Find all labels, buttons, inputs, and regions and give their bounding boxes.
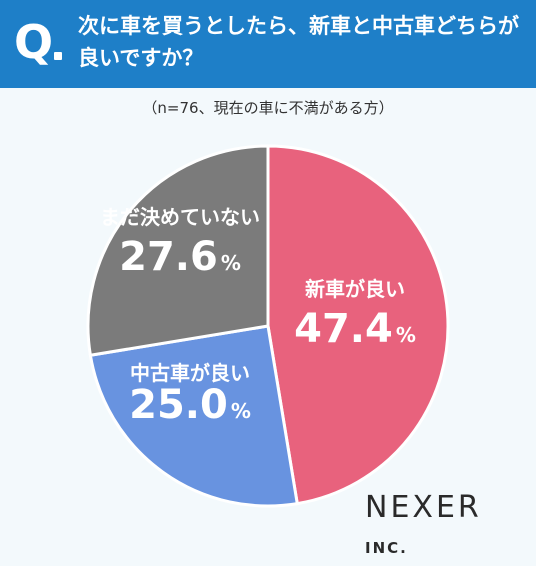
question-text: 次に車を買うとしたら、新車と中古車どちらが 良いですか？: [78, 10, 528, 74]
sample-note: （n=76、現在の車に不満がある方）: [142, 99, 394, 117]
pie-slice-3: [86, 144, 270, 357]
question-line-1: 次に車を買うとしたら、新車と中古車どちらが: [78, 14, 519, 38]
brand-suffix: INC.: [365, 539, 408, 557]
question-header: Q 次に車を買うとしたら、新車と中古車どちらが 良いですか？: [0, 0, 536, 88]
q-mark: Q: [14, 15, 54, 69]
question-line-2: 良いですか？: [78, 46, 204, 70]
brand-name: NEXER: [365, 490, 482, 525]
slice-label-1: 新車が良い: [305, 277, 405, 301]
slice-label-2: 中古車が良い: [130, 361, 250, 385]
slice-value-3: 27.6%: [119, 234, 241, 280]
q-dot: [54, 52, 62, 60]
slice-value-2: 25.0%: [129, 382, 251, 428]
slice-label-3: まだ決めていない: [100, 205, 260, 229]
brand-logo: NEXER INC.: [365, 490, 536, 566]
pie-slice-1: [266, 144, 450, 506]
slice-value-1: 47.4%: [294, 306, 416, 352]
pie-slice-2: [88, 324, 299, 508]
